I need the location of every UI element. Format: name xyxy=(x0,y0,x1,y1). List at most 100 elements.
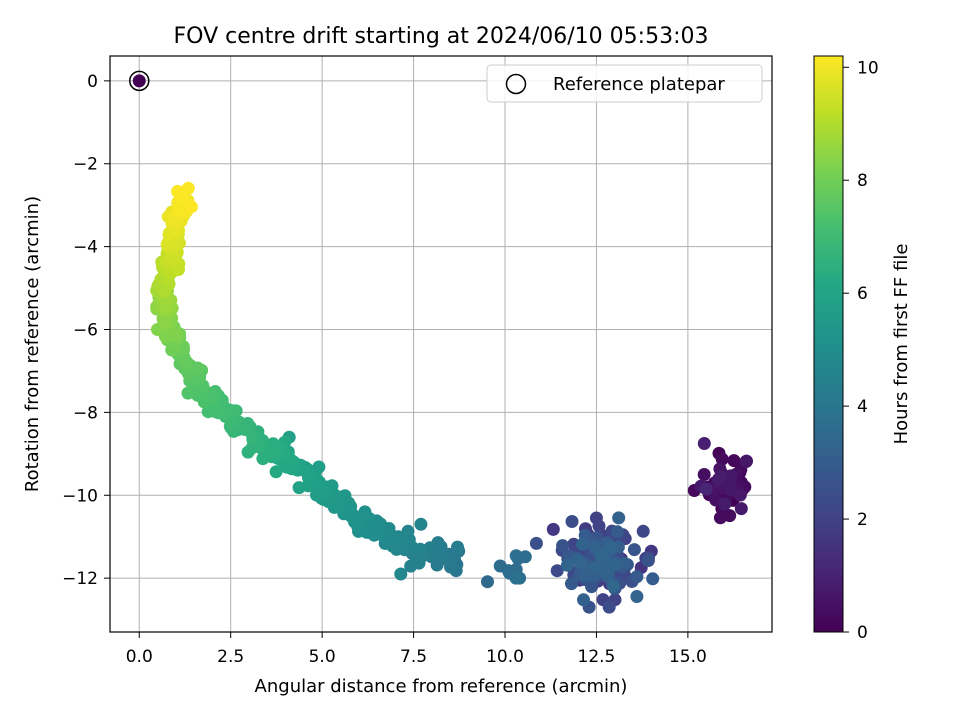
colorbar-tick-label: 0 xyxy=(857,623,868,643)
data-point xyxy=(159,300,173,314)
data-point xyxy=(414,517,428,531)
data-point xyxy=(715,452,729,466)
data-point xyxy=(159,316,173,330)
data-point xyxy=(256,452,270,466)
x-tick-label: 7.5 xyxy=(400,647,427,667)
data-point xyxy=(712,473,726,487)
data-point xyxy=(246,432,260,446)
data-point xyxy=(602,600,616,614)
data-point xyxy=(565,577,578,591)
data-point xyxy=(394,567,408,581)
data-point xyxy=(292,481,306,495)
data-point xyxy=(575,537,589,551)
data-point xyxy=(509,549,523,563)
colorbar-tick-label: 4 xyxy=(857,397,868,417)
data-point xyxy=(627,543,641,557)
data-point xyxy=(646,572,660,586)
y-tick-label: −4 xyxy=(73,238,98,258)
colorbar: 0 2 4 6 8 10 Hours from first FF file xyxy=(813,55,912,643)
data-point xyxy=(739,455,753,469)
x-tick-label: 5.0 xyxy=(309,647,336,667)
x-tick-label: 0.0 xyxy=(126,647,153,667)
plot-frame xyxy=(109,55,773,633)
data-point xyxy=(592,519,606,533)
x-tick-label: 12.5 xyxy=(578,647,616,667)
y-tick-label: −10 xyxy=(62,486,98,506)
data-point xyxy=(344,500,358,513)
data-point xyxy=(359,509,373,523)
x-tick-label: 10.0 xyxy=(486,647,524,667)
legend-marker xyxy=(505,73,527,95)
data-point xyxy=(585,580,599,594)
data-point xyxy=(509,571,523,585)
data-point xyxy=(718,497,732,511)
data-point xyxy=(577,593,590,607)
data-point xyxy=(579,569,593,583)
data-point xyxy=(587,538,601,552)
x-tick-label: 2.5 xyxy=(217,647,244,667)
data-point xyxy=(181,386,195,400)
legend-label: Reference platepar xyxy=(553,74,725,95)
colorbar-tick-label: 8 xyxy=(857,171,868,191)
colorbar-label: Hours from first FF file xyxy=(891,244,912,445)
data-point xyxy=(630,570,644,584)
data-point xyxy=(636,524,650,538)
reference-point xyxy=(132,74,146,88)
x-axis-ticks: 0.0 2.5 5.0 7.5 10.0 12.5 15.0 xyxy=(126,632,707,667)
data-point xyxy=(529,536,543,550)
x-tick-label: 15.0 xyxy=(669,647,707,667)
data-point xyxy=(727,454,741,468)
data-point xyxy=(227,404,241,418)
chart-title: FOV centre drift starting at 2024/06/10 … xyxy=(174,24,709,49)
y-tick-label: −2 xyxy=(73,155,98,175)
legend: Reference platepar xyxy=(486,64,763,103)
data-point xyxy=(573,556,587,570)
data-point xyxy=(724,469,738,483)
y-axis-label: Rotation from reference (arcmin) xyxy=(22,196,43,492)
y-axis-ticks: 0 −2 −4 −6 −8 −10 −12 xyxy=(62,72,110,589)
data-point xyxy=(481,575,494,589)
data-point xyxy=(588,560,602,574)
data-point xyxy=(697,468,711,481)
data-point xyxy=(493,559,507,573)
colorbar-tick-label: 6 xyxy=(857,284,868,304)
data-point xyxy=(697,437,711,450)
colorbar-tick-label: 2 xyxy=(857,510,868,530)
data-point xyxy=(546,522,560,536)
data-point xyxy=(160,238,174,251)
data-point xyxy=(352,518,366,532)
x-axis-label: Angular distance from reference (arcmin) xyxy=(255,676,628,697)
data-point xyxy=(184,200,198,214)
scatter-points xyxy=(129,70,753,614)
y-tick-label: −8 xyxy=(73,403,98,423)
data-point xyxy=(734,502,748,516)
data-point xyxy=(171,204,185,218)
data-point xyxy=(556,539,570,553)
reference-marker xyxy=(129,70,150,92)
data-point xyxy=(612,511,626,525)
colorbar-tick-label: 10 xyxy=(857,58,879,78)
y-tick-label: −6 xyxy=(73,320,98,340)
colorbar-gradient xyxy=(813,55,844,633)
data-point xyxy=(332,499,346,513)
data-point xyxy=(594,548,608,562)
data-point xyxy=(604,540,617,554)
data-point xyxy=(175,188,189,201)
y-tick-label: 0 xyxy=(87,72,98,92)
data-point xyxy=(630,590,644,603)
data-point xyxy=(609,558,623,572)
colorbar-ticks: 0 2 4 6 8 10 xyxy=(843,58,879,643)
data-point xyxy=(641,554,655,567)
data-point xyxy=(269,465,283,479)
data-point xyxy=(724,483,738,497)
data-point xyxy=(606,579,620,593)
y-tick-label: −12 xyxy=(62,569,98,589)
data-point xyxy=(610,525,624,539)
data-point xyxy=(550,564,564,578)
data-point xyxy=(560,558,574,572)
data-point xyxy=(451,540,464,554)
data-point xyxy=(565,515,579,528)
data-point xyxy=(699,482,713,496)
legend-box xyxy=(486,64,763,103)
